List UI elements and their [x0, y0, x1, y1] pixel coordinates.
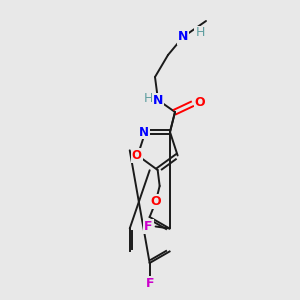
- Text: F: F: [144, 220, 153, 233]
- Text: O: O: [195, 97, 205, 110]
- Text: N: N: [153, 94, 163, 106]
- Text: N: N: [139, 125, 149, 139]
- Text: N: N: [178, 31, 188, 44]
- Text: F: F: [146, 278, 154, 290]
- Text: O: O: [132, 149, 142, 162]
- Text: O: O: [150, 196, 161, 208]
- Text: H: H: [143, 92, 153, 106]
- Text: H: H: [195, 26, 205, 40]
